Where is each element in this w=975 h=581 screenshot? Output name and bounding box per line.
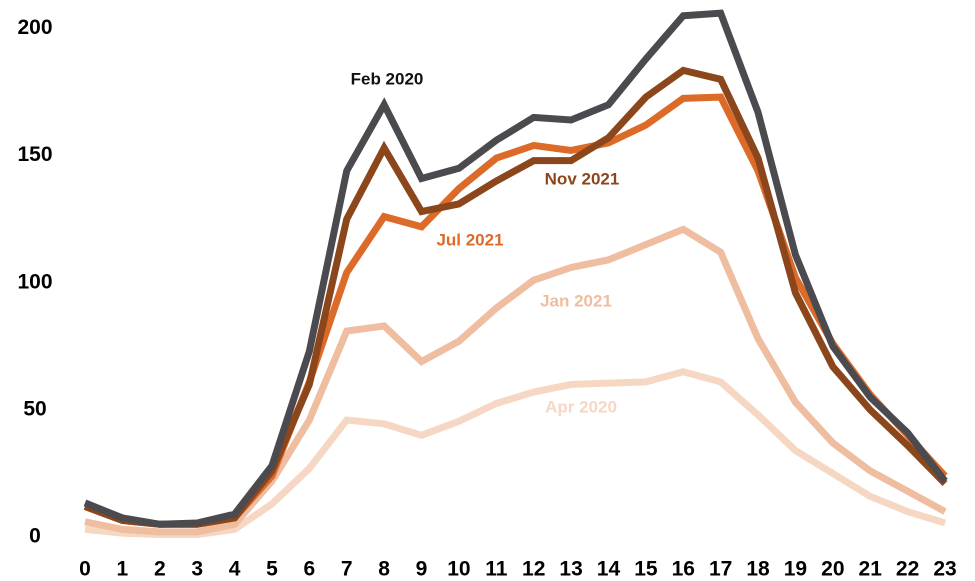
x-tick-label: 13 (559, 558, 582, 581)
series-line (83, 9, 948, 528)
x-tick-label: 15 (634, 558, 658, 581)
x-tick-label: 10 (447, 558, 470, 581)
x-tick-label: 3 (191, 558, 203, 581)
x-tick-label: 20 (821, 558, 844, 581)
x-tick-label: 21 (859, 558, 883, 581)
x-tick-label: 4 (229, 558, 241, 581)
x-tick-label: 6 (304, 558, 316, 581)
x-tick-label: 0 (79, 558, 91, 581)
x-tick-label: 5 (266, 558, 278, 581)
y-tick-label: 100 (17, 270, 52, 293)
y-tick-label: 0 (29, 525, 41, 548)
x-tick-label: 8 (378, 558, 390, 581)
x-tick-label: 17 (709, 558, 732, 581)
x-tick-label: 2 (154, 558, 166, 581)
x-tick-label: 12 (522, 558, 545, 581)
x-tick-label: 18 (746, 558, 770, 581)
x-tick-label: 23 (933, 558, 956, 581)
x-tick-label: 11 (485, 558, 508, 581)
series-label: Jul 2021 (436, 230, 503, 249)
series-line (84, 225, 947, 536)
series-label: Apr 2020 (545, 397, 617, 416)
series-label: Feb 2020 (351, 69, 424, 88)
y-tick-label: 50 (23, 397, 46, 420)
series-line (84, 368, 947, 538)
series-label: Jan 2021 (540, 291, 612, 310)
y-tick-label: 200 (17, 16, 52, 39)
y-tick-label: 150 (17, 143, 52, 166)
x-tick-label: 19 (784, 558, 807, 581)
x-tick-label: 16 (672, 558, 695, 581)
series-label: Nov 2021 (545, 169, 620, 188)
x-tick-label: 7 (341, 558, 353, 581)
x-tick-label: 1 (117, 558, 129, 581)
x-tick-label: 22 (896, 558, 919, 581)
x-tick-label: 14 (597, 558, 621, 581)
x-tick-label: 9 (416, 558, 428, 581)
